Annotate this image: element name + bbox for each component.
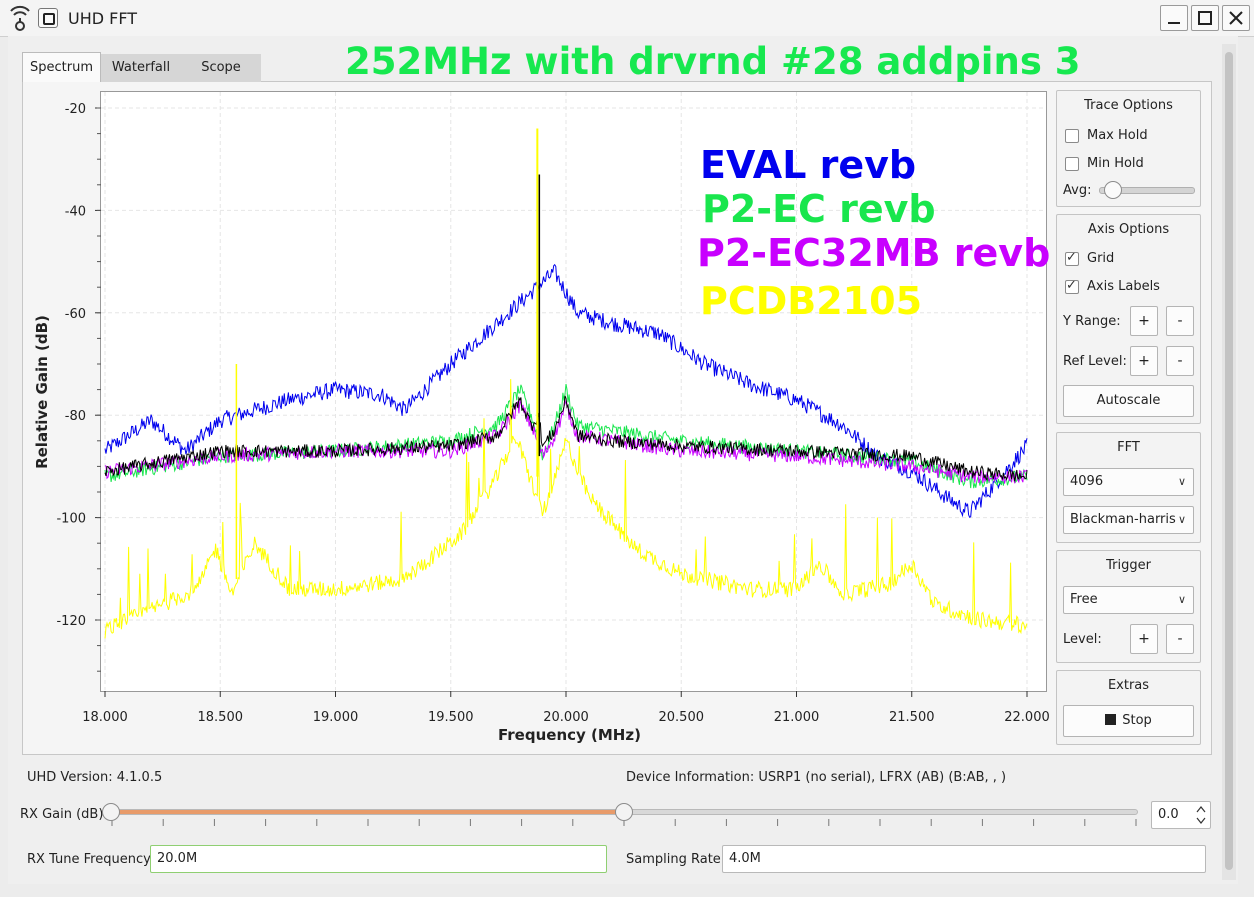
- rx-gain-value: 0.0: [1158, 807, 1179, 822]
- trigger-level-plus-button[interactable]: +: [1130, 624, 1158, 654]
- fft-window-value: Blackman-harris: [1070, 512, 1176, 527]
- stop-icon: [1105, 714, 1117, 725]
- trigger-level-minus-button[interactable]: -: [1166, 624, 1194, 654]
- min-hold-checkbox[interactable]: [1065, 157, 1079, 171]
- tab-spectrum[interactable]: Spectrum: [22, 52, 101, 82]
- trace-options-title: Trace Options: [1084, 98, 1173, 113]
- axis-labels-label: Axis Labels: [1087, 279, 1160, 294]
- uhd-version: UHD Version: 4.1.0.5: [27, 770, 163, 785]
- tab-waterfall[interactable]: Waterfall: [101, 54, 181, 82]
- grid-checkbox[interactable]: [1065, 250, 1079, 266]
- y-range-plus-button[interactable]: +: [1130, 306, 1158, 336]
- min-hold-label: Min Hold: [1087, 156, 1144, 171]
- tab-scope[interactable]: Scope: [181, 54, 261, 82]
- fft-size-value: 4096: [1070, 474, 1104, 489]
- legend-p2-ec32mb-revb: P2-EC32MB revb: [697, 231, 1051, 275]
- sampling-rate-input[interactable]: 4.0M: [722, 845, 1206, 873]
- legend-pcdb2105: PCDB2105: [700, 279, 923, 323]
- stop-button[interactable]: Stop: [1063, 705, 1194, 737]
- fft-group: FFT 4096 ∨ Blackman-harris ∨: [1056, 432, 1201, 543]
- rx-tune-frequency-input[interactable]: 20.0M: [150, 845, 607, 873]
- fft-size-select[interactable]: 4096 ∨: [1063, 468, 1194, 496]
- axis-options-group: Axis Options Grid Axis Labels Y Range: +…: [1056, 214, 1201, 424]
- grid-label: Grid: [1087, 251, 1115, 266]
- sampling-rate-label: Sampling Rate:: [626, 852, 726, 867]
- rx-gain-start-handle[interactable]: [102, 803, 120, 821]
- trigger-group: Trigger Free ∨ Level: + -: [1056, 550, 1201, 663]
- ref-level-label: Ref Level:: [1063, 354, 1127, 369]
- close-button[interactable]: [1222, 5, 1250, 31]
- extras-title: Extras: [1107, 678, 1150, 693]
- minimize-icon: [1168, 22, 1180, 24]
- chevron-down-icon: ∨: [1177, 513, 1186, 526]
- rx-gain-handle[interactable]: [615, 803, 633, 821]
- trigger-title: Trigger: [1106, 558, 1151, 573]
- stop-label: Stop: [1122, 713, 1152, 728]
- close-icon: [1229, 11, 1243, 25]
- app-icon: [10, 5, 30, 31]
- axis-options-title: Axis Options: [1087, 222, 1170, 237]
- legend-p2-ec-revb: P2-EC revb: [702, 187, 936, 231]
- y-axis-title: Relative Gain (dB): [33, 315, 51, 469]
- avg-label: Avg:: [1063, 183, 1092, 198]
- title-bar: UHD FFT: [0, 0, 1254, 37]
- rx-gain-label: RX Gain (dB): [20, 807, 104, 822]
- max-hold-checkbox[interactable]: [1065, 129, 1079, 143]
- axis-labels-checkbox[interactable]: [1065, 278, 1079, 294]
- chevron-down-icon: ∨: [1177, 593, 1186, 606]
- chevron-down-icon: ∨: [1177, 475, 1186, 488]
- fft-title: FFT: [1117, 440, 1140, 455]
- device-information: Device Information: USRP1 (no serial), L…: [626, 770, 1007, 785]
- overlay-title: 252MHz with drvrnd #28 addpins 3: [345, 40, 1081, 83]
- x-axis-title: Frequency (MHz): [498, 726, 641, 744]
- ref-level-minus-button[interactable]: -: [1166, 346, 1194, 376]
- rx-tune-label: RX Tune Frequency:: [27, 852, 155, 867]
- legend-eval-revb: EVAL revb: [700, 143, 917, 187]
- autoscale-button[interactable]: Autoscale: [1063, 385, 1194, 417]
- ref-level-plus-button[interactable]: +: [1130, 346, 1158, 376]
- fft-window-select[interactable]: Blackman-harris ∨: [1063, 506, 1194, 534]
- window-menu-icon[interactable]: [38, 8, 58, 28]
- trigger-mode-value: Free: [1070, 592, 1098, 607]
- rx-gain-spinbox[interactable]: 0.0: [1151, 801, 1211, 829]
- rx-gain-fill: [111, 810, 624, 814]
- trace-options-group: Trace Options Max Hold Min Hold Avg:: [1056, 90, 1201, 207]
- max-hold-label: Max Hold: [1087, 128, 1148, 143]
- window-title: UHD FFT: [68, 9, 138, 28]
- avg-slider[interactable]: [1099, 181, 1195, 199]
- trigger-mode-select[interactable]: Free ∨: [1063, 586, 1194, 614]
- maximize-button[interactable]: [1191, 5, 1219, 31]
- extras-group: Extras Stop: [1056, 670, 1201, 745]
- avg-slider-handle[interactable]: [1103, 181, 1122, 199]
- vertical-scrollbar[interactable]: [1222, 44, 1236, 880]
- trigger-level-label: Level:: [1063, 632, 1102, 647]
- maximize-icon: [1198, 11, 1212, 25]
- y-range-minus-button[interactable]: -: [1166, 306, 1194, 336]
- spinbox-arrows-icon[interactable]: [1195, 803, 1207, 827]
- y-range-label: Y Range:: [1063, 314, 1121, 329]
- scrollbar-thumb[interactable]: [1225, 52, 1233, 870]
- minimize-button[interactable]: [1160, 5, 1188, 31]
